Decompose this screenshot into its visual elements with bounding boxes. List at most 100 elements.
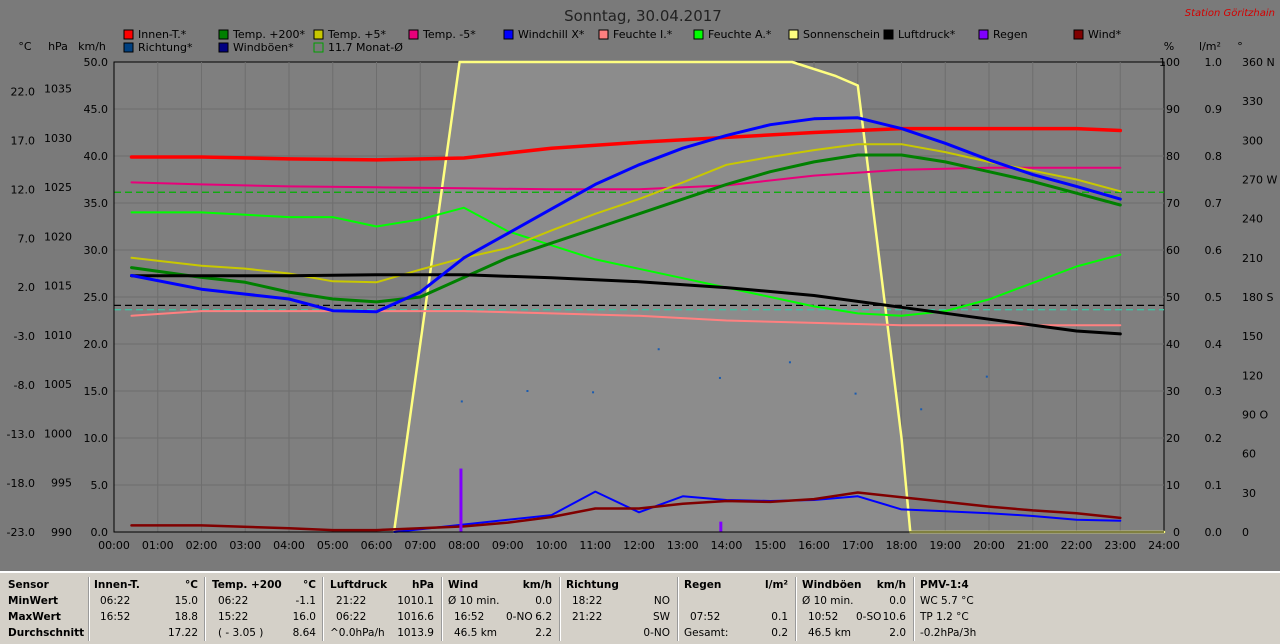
richtung-column: Richtung 18:22 NO 21:22 SW 0-NO: [566, 577, 670, 643]
pmv-head: PMV-1:4: [920, 579, 969, 591]
pmv-min: WC 5.7 °C: [920, 595, 974, 607]
boeen-avg-note: 46.5 km: [808, 627, 852, 639]
direction-tick-label: 30: [1242, 487, 1256, 500]
x-tick-label: 24:00: [1148, 539, 1180, 552]
direction-tick-label: 0: [1242, 526, 1249, 539]
table-divider: [322, 577, 324, 641]
direction-tick-label: 300: [1242, 134, 1263, 147]
sunshine-area: [394, 62, 1164, 532]
legend-swatch: [503, 29, 514, 40]
speed-tick-label: 0.0: [91, 526, 109, 539]
percent-tick-label: 50: [1166, 291, 1180, 304]
axis-unit-label: °: [1237, 40, 1243, 53]
regen-max-val: 0.1: [771, 611, 788, 623]
direction-point: [788, 361, 791, 364]
chart-title: Sonntag, 30.04.2017: [564, 7, 722, 25]
direction-point: [854, 392, 857, 395]
wind-unit: km/h: [522, 579, 552, 591]
x-tick-label: 07:00: [404, 539, 436, 552]
legend-swatch: [978, 29, 989, 40]
richtung-head: Richtung: [566, 579, 619, 591]
wind-min-val: 0.0: [535, 595, 552, 607]
weather-chart: Sonntag, 30.04.2017 Station Göritzhain I…: [6, 7, 1278, 552]
axis-unit-label: %: [1164, 40, 1174, 53]
table-divider: [677, 577, 679, 641]
boeen-max-dir: 0-SO: [856, 611, 882, 623]
legend-label: Windchill X*: [518, 28, 585, 41]
temp-tick-label: -3.0: [14, 330, 35, 343]
legend-swatch: [883, 29, 894, 40]
percent-tick-label: 80: [1166, 150, 1180, 163]
legend-label: Sonnenschein: [803, 28, 880, 41]
direction-tick-label: 330: [1242, 95, 1263, 108]
x-tick-label: 22:00: [1061, 539, 1093, 552]
x-tick-label: 12:00: [623, 539, 655, 552]
rain-tick-label: 1.0: [1205, 56, 1223, 69]
temp-tick-label: -18.0: [7, 477, 35, 490]
legend-label: Feuchte I.*: [613, 28, 673, 41]
legend-label: Temp. +200*: [232, 28, 306, 41]
legend: Innen-T.* Temp. +200* Temp. +5* Temp. -5* Wi…: [123, 28, 1122, 54]
speed-tick-label: 25.0: [84, 291, 109, 304]
series-line-feuchte-i: [130, 310, 1122, 327]
table-divider: [88, 577, 90, 641]
durchschnitt-label: Durchschnitt: [8, 627, 85, 639]
speed-tick-label: 5.0: [91, 479, 109, 492]
direction-point: [920, 408, 923, 411]
maxwert-label: MaxWert: [8, 611, 61, 623]
legend-label: Regen: [993, 28, 1028, 41]
speed-tick-label: 35.0: [84, 197, 109, 210]
x-tick-label: 01:00: [142, 539, 174, 552]
legend-swatch: [218, 29, 229, 40]
x-tick-label: 09:00: [492, 539, 524, 552]
druck-column: Luftdruck hPa 21:22 1010.1 06:22 1016.6 ^0.…: [330, 577, 434, 643]
innen-column: Innen-T. °C 06:22 15.0 16:52 18.8 17.22: [94, 577, 198, 643]
direction-point: [657, 348, 660, 351]
wind-avg-note: 46.5 km: [454, 627, 498, 639]
druck-avg-note: ^0.0hPa/h: [330, 627, 385, 639]
temp200-head: Temp. +200: [212, 579, 282, 591]
table-divider: [441, 577, 443, 641]
reference-lines: [114, 191, 1164, 311]
rain-bar: [719, 521, 723, 532]
direction-tick-label: 240: [1242, 213, 1263, 226]
temp200-unit: °C: [303, 579, 316, 591]
boeen-max-val: 10.6: [882, 611, 906, 623]
statistics-table: Sensor MinWert MaxWert Durchschnitt Inne…: [0, 571, 1280, 644]
axis-unit-labels: °C hPa km/h% l/m² °: [18, 40, 1242, 53]
boeen-unit: km/h: [876, 579, 906, 591]
direction-tick-label: 60: [1242, 448, 1256, 461]
druck-head: Luftdruck: [330, 579, 388, 591]
speed-tick-label: 50.0: [84, 56, 109, 69]
series-line-luftdruck: [130, 273, 1122, 336]
speed-tick-label: 10.0: [84, 432, 109, 445]
series-line-temp-5: [130, 166, 1122, 191]
series-line-feuchte-a: [130, 206, 1122, 317]
rain-tick-label: 0.1: [1205, 479, 1223, 492]
series-line-wind: [130, 491, 1122, 532]
x-tick-label: 10:00: [536, 539, 568, 552]
wind-min-time: Ø 10 min.: [448, 595, 500, 607]
temp200-avg-val: 8.64: [292, 627, 316, 639]
legend-swatch: [313, 29, 324, 40]
speed-tick-label: 40.0: [84, 150, 109, 163]
regen-max-time: 07:52: [690, 611, 721, 623]
pressure-tick-label: 1005: [44, 378, 72, 391]
temp200-column: Temp. +200 °C 06:22 -1.1 15:22 16.0 ( - 3.0…: [212, 577, 316, 643]
series-line-windchill-x: [130, 116, 1122, 314]
temp-tick-label: 2.0: [18, 281, 36, 294]
wind-max-dir: 0-NO: [506, 611, 533, 623]
direction-tick-label: 180 S: [1242, 291, 1273, 304]
pressure-tick-label: 1025: [44, 181, 72, 194]
wind-max-val: 6.2: [535, 611, 552, 623]
boeen-min-val: 0.0: [889, 595, 906, 607]
minwert-label: MinWert: [8, 595, 59, 607]
innen-max-val: 18.8: [174, 611, 198, 623]
innen-min-time: 06:22: [100, 595, 131, 607]
legend-label: Wind*: [1088, 28, 1122, 41]
temp-tick-label: -23.0: [7, 526, 35, 539]
data-series: [129, 60, 1166, 534]
axes: 00:00 01:00 02:00 03:00 04:00 05:00 06:00 07:00…: [7, 56, 1278, 552]
temp-tick-label: -13.0: [7, 428, 35, 441]
pressure-tick-label: 1035: [44, 83, 72, 96]
